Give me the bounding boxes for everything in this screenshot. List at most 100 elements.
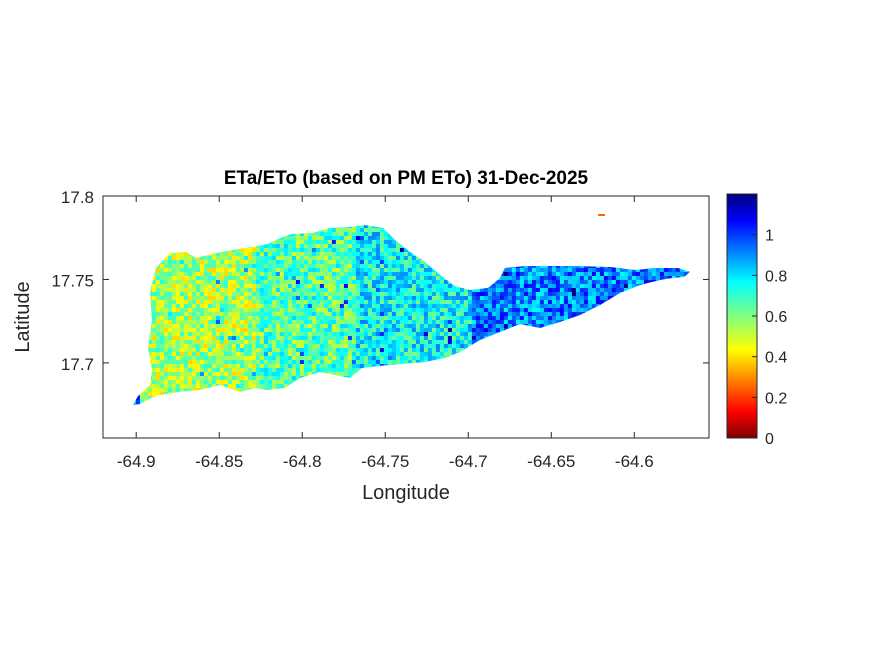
heatmap-cell: [363, 320, 369, 325]
heatmap-cell: [591, 272, 597, 277]
heatmap-cell: [351, 240, 357, 245]
heatmap-cell: [295, 340, 301, 345]
heatmap-cell: [515, 308, 521, 313]
heatmap-cell: [363, 284, 369, 289]
heatmap-cell: [207, 316, 213, 321]
heatmap-cell: [439, 300, 445, 305]
heatmap-cell: [491, 316, 497, 321]
heatmap-cell: [351, 336, 357, 341]
heatmap-cell: [335, 320, 341, 325]
heatmap-cell: [383, 244, 389, 249]
heatmap-cell: [207, 356, 213, 361]
heatmap-cell: [423, 332, 429, 337]
heatmap-cell: [423, 336, 429, 341]
heatmap-cell: [527, 300, 533, 305]
heatmap-cell: [515, 300, 521, 305]
heatmap-cell: [279, 288, 285, 293]
heatmap-cell: [263, 256, 269, 261]
heatmap-cell: [527, 280, 533, 285]
heatmap-cell: [479, 288, 485, 293]
heatmap-cell: [419, 340, 425, 345]
heatmap-cell: [231, 360, 237, 365]
heatmap-cell: [291, 324, 297, 329]
heatmap-cell: [239, 296, 245, 301]
heatmap-cell: [319, 280, 325, 285]
heatmap-cell: [351, 276, 357, 281]
heatmap-cell: [339, 292, 345, 297]
heatmap-cell: [427, 336, 433, 341]
heatmap-cell: [223, 276, 229, 281]
heatmap-cell: [175, 312, 181, 317]
heatmap-cell: [363, 344, 369, 349]
heatmap-cell: [359, 324, 365, 329]
heatmap-cell: [343, 272, 349, 277]
heatmap-cell: [171, 328, 177, 333]
heatmap-cell: [447, 284, 453, 289]
heatmap-cell: [331, 352, 337, 357]
heatmap-cell: [591, 296, 597, 301]
heatmap-cell: [603, 292, 609, 297]
heatmap-cell: [231, 336, 237, 341]
heatmap-cell: [283, 300, 289, 305]
heatmap-cell: [187, 272, 193, 277]
heatmap-cell: [255, 312, 261, 317]
heatmap-cell: [303, 356, 309, 361]
heatmap-cell: [287, 272, 293, 277]
heatmap-cell: [343, 256, 349, 261]
heatmap-cell: [379, 312, 385, 317]
heatmap-cell: [431, 348, 437, 353]
heatmap-cell: [219, 284, 225, 289]
heatmap-cell: [467, 320, 473, 325]
heatmap-cell: [327, 288, 333, 293]
heatmap-cell: [431, 288, 437, 293]
heatmap-cell: [595, 292, 601, 297]
heatmap-cell: [323, 228, 329, 233]
heatmap-cell: [191, 304, 197, 309]
heatmap-cell: [367, 340, 373, 345]
heatmap-cell: [347, 332, 353, 337]
heatmap-cell: [467, 300, 473, 305]
heatmap-cell: [223, 360, 229, 365]
heatmap-cell: [531, 304, 537, 309]
heatmap-cell: [283, 320, 289, 325]
heatmap-cell: [183, 288, 189, 293]
heatmap-cell: [255, 308, 261, 313]
heatmap-cell: [243, 344, 249, 349]
heatmap-cell: [295, 240, 301, 245]
heatmap-cell: [319, 232, 325, 237]
heatmap-cell: [543, 264, 549, 269]
heatmap-cell: [315, 308, 321, 313]
heatmap-cell: [559, 268, 565, 273]
heatmap-cell: [223, 268, 229, 273]
heatmap-cell: [199, 340, 205, 345]
heatmap-cell: [603, 280, 609, 285]
heatmap-cell: [567, 304, 573, 309]
heatmap-cell: [471, 292, 477, 297]
heatmap-cell: [151, 340, 157, 345]
heatmap-cell: [195, 316, 201, 321]
heatmap-cell: [467, 336, 473, 341]
heatmap-cell: [519, 272, 525, 277]
heatmap-cell: [471, 324, 477, 329]
heatmap-cell: [167, 336, 173, 341]
heatmap-cell: [267, 276, 273, 281]
heatmap-cell: [155, 272, 161, 277]
heatmap-cell: [391, 356, 397, 361]
heatmap-cell: [191, 324, 197, 329]
heatmap-cell: [183, 292, 189, 297]
heatmap-cell: [523, 264, 529, 269]
heatmap-cell: [299, 352, 305, 357]
heatmap-cell: [539, 272, 545, 277]
heatmap-cell: [319, 320, 325, 325]
heatmap-cell: [211, 332, 217, 337]
heatmap-cell: [291, 236, 297, 241]
heatmap-cell: [227, 268, 233, 273]
heatmap-cell: [455, 348, 461, 353]
heatmap-cell: [435, 280, 441, 285]
heatmap-cell: [427, 300, 433, 305]
heatmap-cell: [339, 304, 345, 309]
heatmap-cell: [307, 340, 313, 345]
heatmap-cell: [367, 352, 373, 357]
heatmap-cell: [463, 308, 469, 313]
heatmap-cell: [399, 296, 405, 301]
